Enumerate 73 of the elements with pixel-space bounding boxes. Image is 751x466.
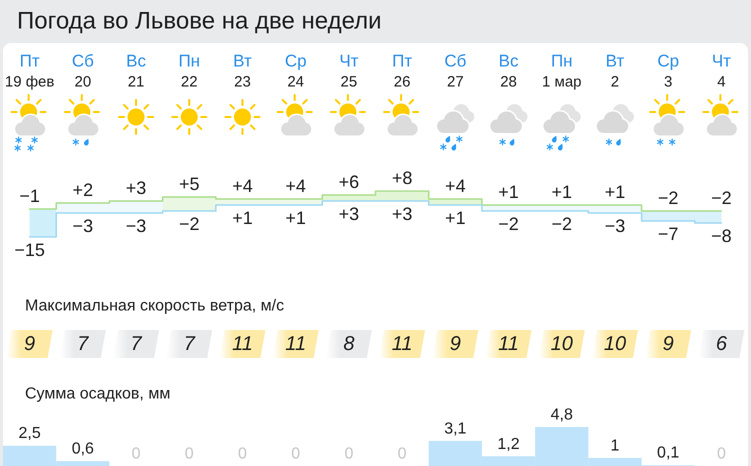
- data-label: 9: [24, 333, 36, 355]
- data-label: 0,6: [72, 440, 94, 458]
- data-label: +1: [604, 182, 626, 202]
- x-tick-label: Чт 4: [712, 52, 732, 90]
- x-tick-label: Ср 3: [657, 52, 680, 90]
- data-label: 6: [716, 333, 728, 355]
- data-label: 11: [392, 333, 412, 355]
- data-label: −3: [604, 216, 626, 236]
- data-label: +4: [285, 176, 306, 196]
- data-label: +3: [338, 204, 360, 224]
- x-tick-label: Вс 21: [126, 52, 146, 90]
- x-tick-label: Вт 2: [606, 52, 624, 90]
- data-label: 10: [550, 333, 573, 355]
- data-label: 2,5: [18, 425, 41, 442]
- x-tick-label: Сб 27: [444, 52, 467, 90]
- x-tick-label: Чт 25: [339, 52, 359, 90]
- data-label: +4: [445, 176, 466, 196]
- data-label: +6: [338, 172, 360, 192]
- x-tick-label: Пн 22: [178, 52, 200, 90]
- data-label: +3: [392, 204, 412, 224]
- text: Максимальная скорость ветра, м/с: [25, 298, 284, 314]
- data-label: −2: [658, 188, 678, 208]
- data-label: 11: [285, 333, 306, 355]
- data-label: +1: [498, 182, 519, 202]
- x-tick-label: Ср 24: [284, 52, 307, 90]
- data-label: 10: [604, 333, 626, 355]
- data-label: 11: [498, 333, 519, 355]
- data-label: 7: [130, 333, 142, 355]
- data-label: +1: [445, 208, 466, 228]
- x-tick-label: Пт 19 фев: [4, 52, 54, 90]
- data-label: 9: [662, 333, 674, 355]
- x-tick-label: Пн 1 мар: [542, 52, 582, 90]
- data-label: 0: [132, 446, 141, 462]
- data-label: +1: [551, 182, 572, 202]
- data-label: −8: [711, 226, 732, 246]
- chart-title: Погода во Львове на две недели: [17, 8, 382, 34]
- data-label: 4,8: [550, 406, 573, 424]
- data-label: −7: [658, 224, 678, 244]
- data-label: −1: [19, 186, 40, 206]
- data-label: 7: [77, 333, 90, 355]
- data-label: +2: [72, 180, 94, 200]
- data-label: −2: [498, 214, 519, 234]
- data-label: −3: [126, 216, 146, 236]
- x-tick-label: Вс 28: [498, 52, 519, 90]
- data-label: −3: [72, 216, 94, 236]
- data-label: 1: [610, 437, 620, 454]
- data-label: 1,2: [497, 436, 520, 453]
- data-label: +8: [392, 168, 412, 188]
- data-label: 0: [716, 446, 726, 462]
- data-label: 0,1: [657, 444, 680, 462]
- data-label: 0: [184, 446, 194, 462]
- data-label: 0: [238, 446, 248, 462]
- data-label: +5: [178, 174, 200, 194]
- data-label: −2: [711, 188, 732, 208]
- data-label: −2: [551, 214, 572, 234]
- data-label: 0: [398, 446, 407, 462]
- data-label: +1: [285, 208, 306, 228]
- data-label: 3,1: [444, 420, 467, 438]
- x-tick-label: Сб 20: [72, 52, 94, 90]
- data-label: 9: [450, 333, 461, 355]
- data-label: +4: [232, 176, 253, 196]
- data-label: −15: [14, 240, 45, 260]
- data-label: 7: [184, 333, 196, 355]
- chart-title: Сумма осадков, мм: [25, 386, 170, 402]
- data-label: +1: [232, 208, 253, 228]
- data-label: +3: [126, 178, 146, 198]
- data-label: 0: [291, 446, 300, 462]
- data-label: 11: [232, 333, 253, 355]
- x-tick-label: Пт 26: [392, 52, 412, 90]
- data-label: −2: [178, 214, 200, 234]
- x-tick-label: Вт 23: [233, 52, 252, 90]
- data-label: 0: [344, 446, 354, 462]
- data-label: 8: [343, 333, 354, 355]
